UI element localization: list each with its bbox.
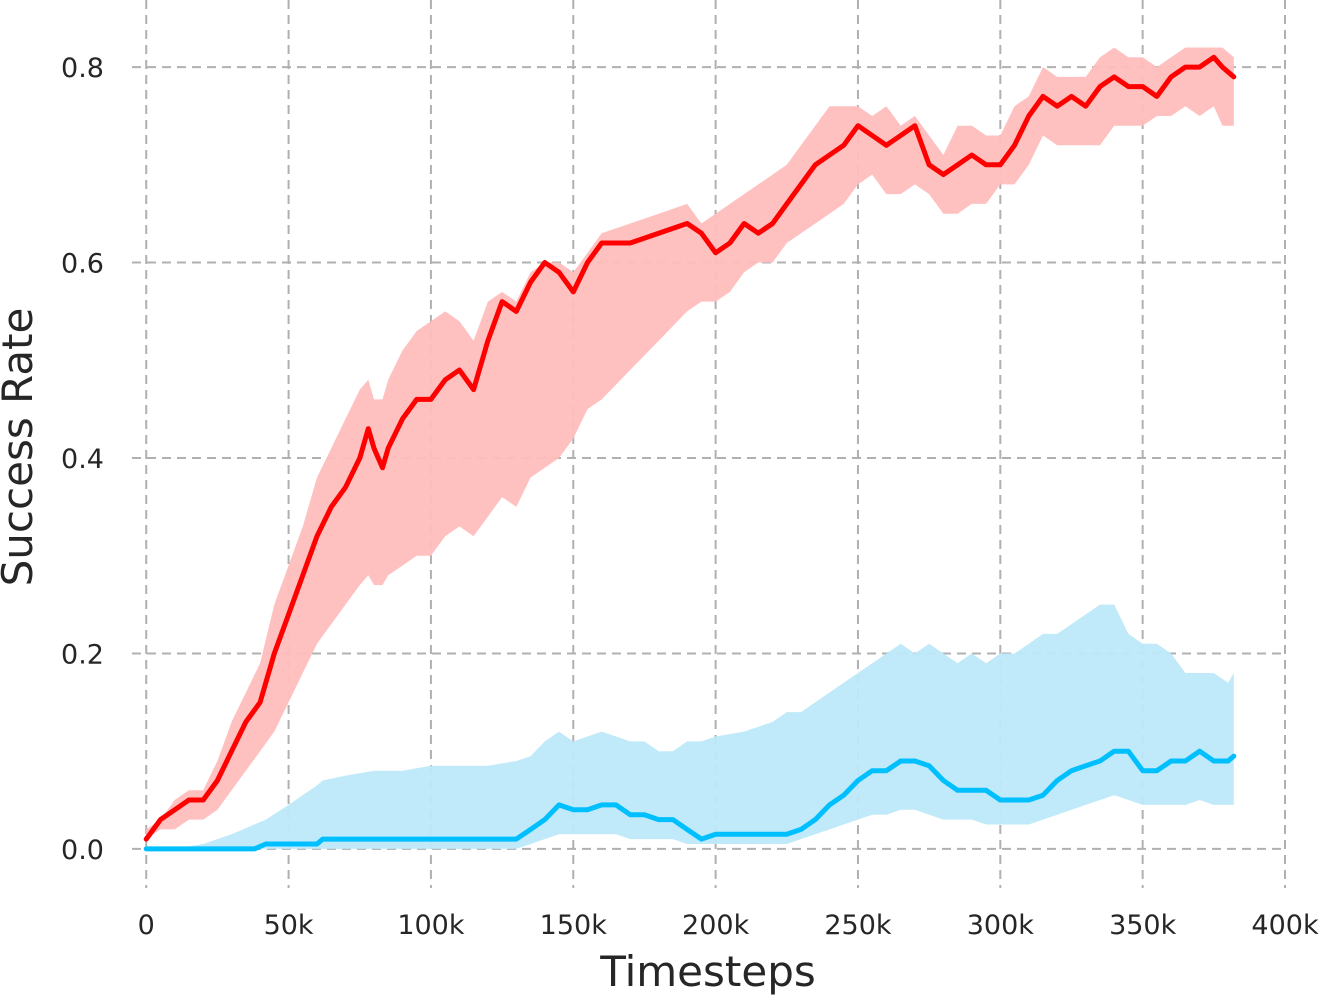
- y-tick-label: 0.4: [61, 444, 104, 475]
- series-lines: [143, 54, 1237, 852]
- x-tick-label: 100k: [397, 910, 465, 941]
- x-tick-label: 200k: [682, 910, 750, 941]
- x-axis-label: Timesteps: [599, 947, 816, 996]
- y-tick-label: 0.8: [61, 53, 104, 84]
- x-tick-label: 150k: [540, 910, 608, 941]
- x-tick-label: 50k: [264, 910, 314, 941]
- x-tick-labels: 0 50k 100k 150k 200k 250k 300k 350k 400k: [138, 910, 1319, 941]
- series-1-line: [143, 54, 1237, 842]
- x-tick-label: 350k: [1109, 910, 1177, 941]
- x-tick-label: 0: [138, 910, 155, 941]
- y-tick-labels: 0.0 0.2 0.4 0.6 0.8: [61, 53, 104, 866]
- x-tick-label: 250k: [824, 910, 892, 941]
- series-2-line: [143, 748, 1237, 852]
- y-tick-label: 0.0: [61, 835, 104, 866]
- x-tick-label: 400k: [1251, 910, 1319, 941]
- y-axis-label: Success Rate: [0, 308, 42, 587]
- confidence-bands: [146, 47, 1234, 849]
- x-tick-label: 300k: [967, 910, 1035, 941]
- y-tick-label: 0.2: [61, 639, 104, 670]
- y-tick-label: 0.6: [61, 249, 104, 280]
